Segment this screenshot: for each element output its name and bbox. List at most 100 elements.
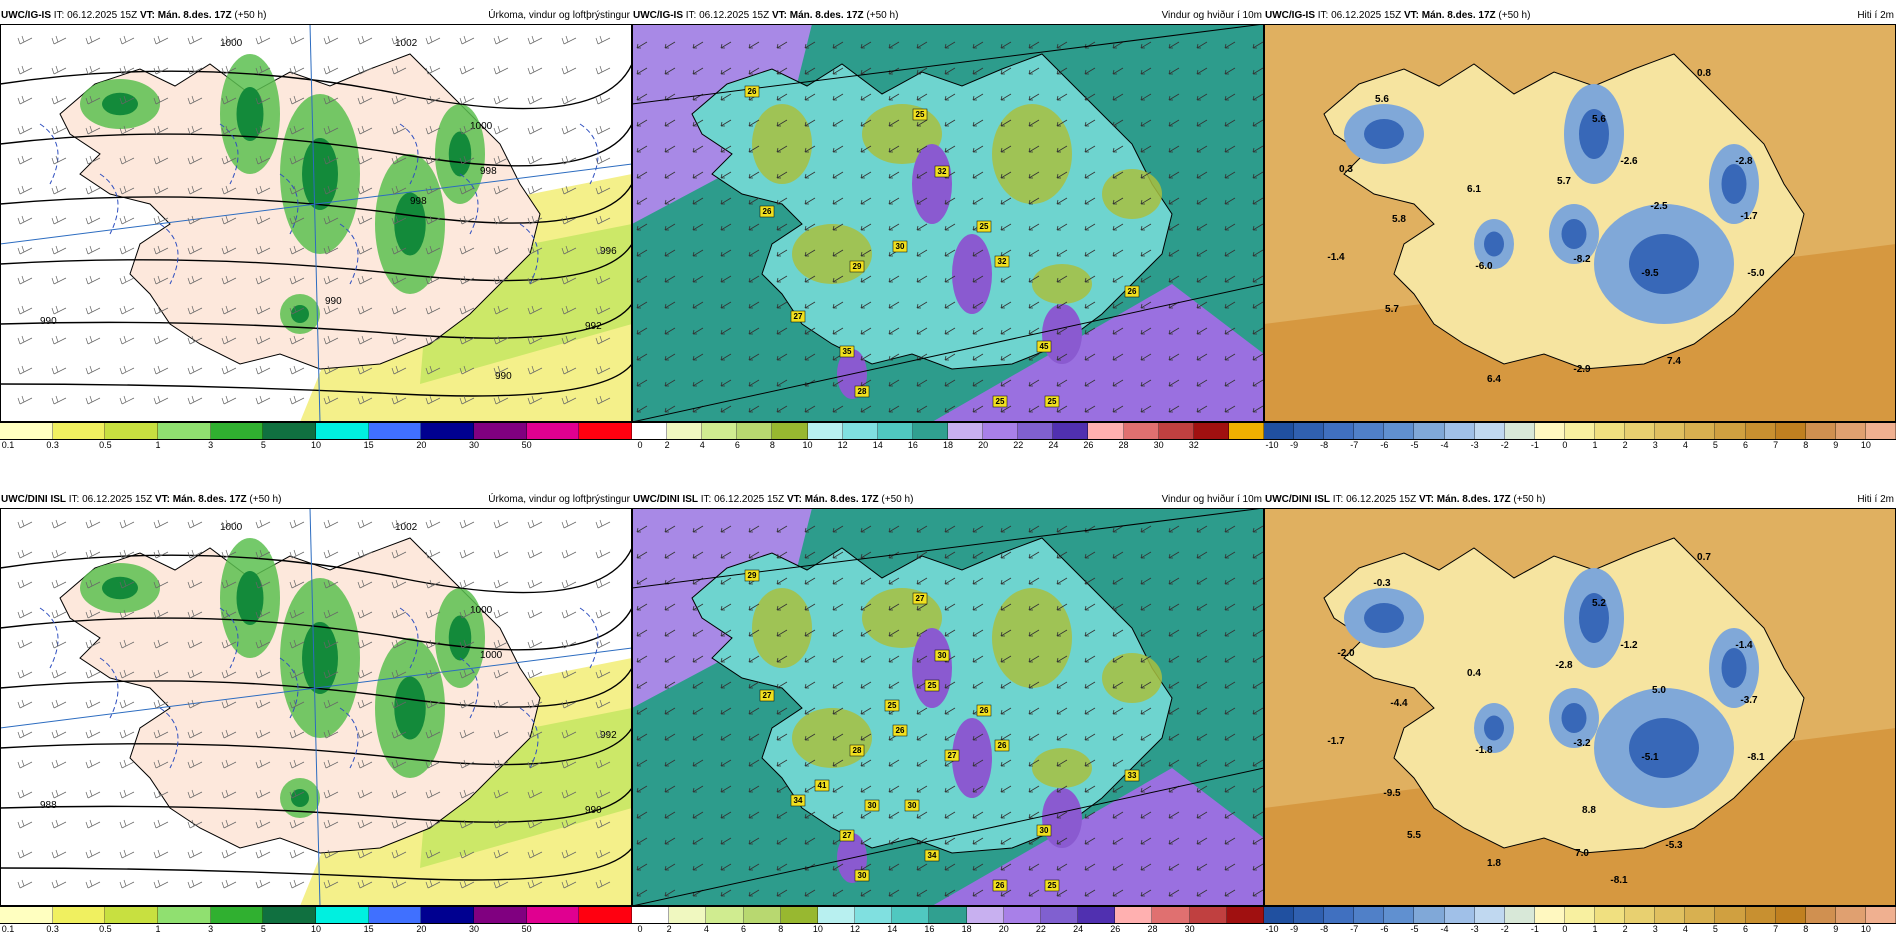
wind-barb — [289, 579, 305, 589]
wind-arrow — [1224, 759, 1236, 767]
wind-barb — [51, 335, 67, 345]
wind-max-area — [952, 718, 992, 798]
wind-arrow — [720, 41, 732, 49]
wind-barb — [85, 729, 101, 739]
wind-barb — [153, 609, 169, 619]
wind-barb — [595, 609, 611, 619]
wind-arrow — [1168, 889, 1180, 897]
wind-barb — [51, 879, 67, 889]
wind-barb — [221, 789, 237, 799]
svg-text:29: 29 — [748, 571, 757, 580]
wind-arrow — [916, 759, 928, 767]
wind-arrow — [1224, 405, 1236, 413]
wind-barb — [51, 395, 67, 405]
wind-barb — [17, 609, 33, 619]
wind-barb — [595, 125, 611, 135]
wind-barb — [527, 365, 543, 375]
wind-barb — [119, 819, 135, 829]
wind-arrow — [636, 525, 648, 533]
isobar-label: 998 — [480, 166, 497, 177]
wind-barb — [255, 729, 271, 739]
map-frame — [632, 508, 1264, 906]
wind-barb — [323, 125, 339, 135]
wind-barb — [85, 579, 101, 589]
wind-barb — [425, 759, 441, 769]
wind-max-area — [912, 144, 952, 224]
valid-time-label: VT: — [154, 494, 173, 505]
wind-arrow — [888, 223, 900, 231]
wind-barb — [289, 95, 305, 105]
wind-barb — [221, 95, 237, 105]
wind-arrow — [636, 811, 648, 819]
wind-barb — [119, 65, 135, 75]
temp-label: -1.4 — [1735, 640, 1753, 651]
wind-barb — [459, 789, 475, 799]
colorbar-swatch — [772, 423, 808, 439]
svg-text:41: 41 — [818, 781, 827, 790]
wind-arrow — [1028, 145, 1040, 153]
wind-arrow — [1224, 551, 1236, 559]
wind-arrow — [1252, 733, 1264, 741]
wind-arrow — [692, 603, 704, 611]
wind-arrow — [1112, 759, 1124, 767]
wind-arrow — [1112, 629, 1124, 637]
wind-arrow — [860, 603, 872, 611]
wind-barb — [425, 155, 441, 165]
wind-barb — [357, 305, 373, 315]
wind-arrow — [1112, 41, 1124, 49]
gust-label: 25 — [912, 108, 928, 121]
wind-barb — [255, 519, 271, 529]
svg-text:7.0: 7.0 — [1575, 848, 1589, 859]
wind-barb — [289, 245, 305, 255]
wind-arrow — [1028, 811, 1040, 819]
temp-label: -1.7 — [1740, 211, 1758, 222]
wind-barb — [527, 819, 543, 829]
wind-arrow — [916, 249, 928, 257]
wind-arrow — [1196, 301, 1208, 309]
wind-arrow — [776, 785, 788, 793]
wind-barb — [391, 729, 407, 739]
colorbar-tick: 2 — [666, 924, 672, 934]
wind-arrow — [636, 171, 648, 179]
wind-arrow — [636, 603, 648, 611]
wind-barb — [493, 245, 509, 255]
wind-arrow — [1224, 197, 1236, 205]
valid-time: Mán. 8.des. 17Z — [172, 494, 247, 505]
wind-arrow — [1224, 93, 1236, 101]
wind-barb — [85, 759, 101, 769]
colorbar-swatch — [1152, 907, 1190, 923]
svg-text:26: 26 — [996, 881, 1005, 890]
wind-arrow — [1000, 577, 1012, 585]
wind-arrow — [1252, 863, 1264, 871]
wind-arrow — [1252, 759, 1264, 767]
colorbar-swatch — [1865, 907, 1896, 923]
temp-label: 7.4 — [1667, 356, 1681, 367]
wind-arrow — [1224, 249, 1236, 257]
wind-barb — [17, 245, 33, 255]
wind-area — [1102, 169, 1162, 219]
wind-arrow — [1252, 525, 1264, 533]
colorbar-tick: 0 — [637, 924, 643, 934]
wind-arrow — [944, 67, 956, 75]
colorbar-swatch — [105, 423, 159, 439]
temp-label: 0.7 — [1697, 552, 1711, 563]
precip-core — [448, 131, 472, 177]
init-time: IT: 06.12.2025 15Z — [1330, 494, 1419, 505]
colorbar-tick: 10 — [1860, 924, 1871, 934]
wind-arrow — [860, 785, 872, 793]
wind-arrow — [692, 837, 704, 845]
svg-text:27: 27 — [763, 691, 772, 700]
wind-arrow — [1252, 67, 1264, 75]
wind-arrow — [1224, 223, 1236, 231]
wind-arrow — [804, 733, 816, 741]
wind-arrow — [832, 197, 844, 205]
wind-arrow — [748, 525, 760, 533]
colorbar-swatch — [1504, 423, 1535, 439]
wind-barb — [323, 549, 339, 559]
wind-barb — [357, 759, 373, 769]
wind-arrow — [1112, 327, 1124, 335]
wind-arrow — [972, 249, 984, 257]
wind-arrow — [1056, 41, 1068, 49]
wind-barb — [17, 699, 33, 709]
